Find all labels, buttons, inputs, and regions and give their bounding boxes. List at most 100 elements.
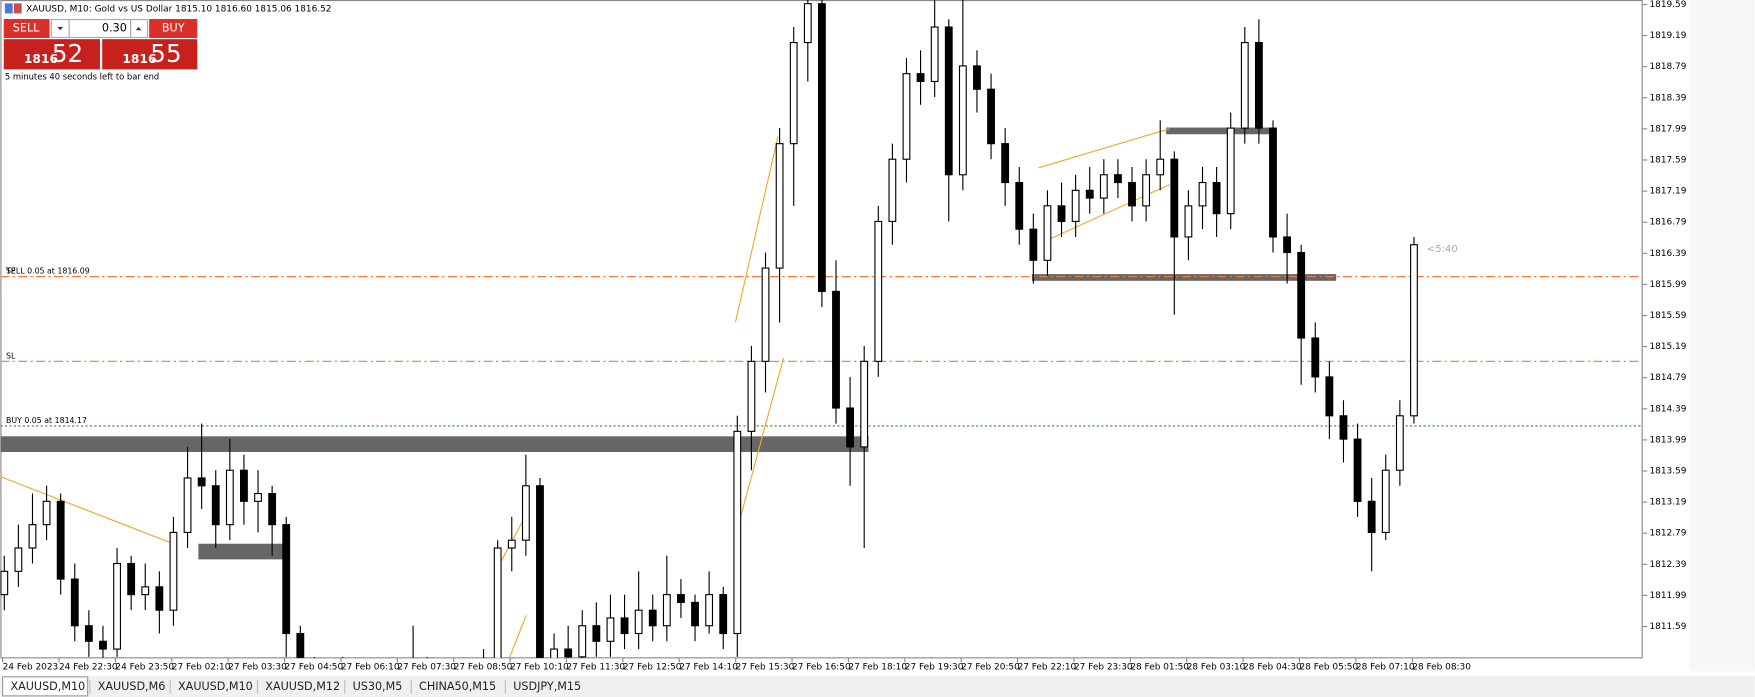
- candle-body: [141, 586, 150, 596]
- tab-label: XAUUSD,M6: [98, 680, 166, 693]
- candle-body: [14, 547, 23, 572]
- candle-body: [225, 469, 234, 526]
- x-tick-label: 27 Feb 23:30: [1074, 662, 1133, 672]
- tab[interactable]: [89, 676, 168, 696]
- x-tick-label: 27 Feb 06:10: [341, 662, 400, 672]
- y-tick-label: 1811.59: [1649, 622, 1686, 632]
- candle-body: [888, 158, 897, 222]
- candle-body: [268, 492, 277, 526]
- candle-body: [113, 562, 121, 650]
- candle-body: [691, 601, 699, 627]
- candle-body: [1283, 236, 1292, 254]
- x-tick-label: 27 Feb 18:10: [848, 662, 907, 672]
- x-tick-label: 27 Feb 08:50: [454, 662, 513, 672]
- candle-body: [1353, 438, 1362, 502]
- tab[interactable]: [505, 676, 591, 696]
- candle-body: [127, 562, 136, 596]
- candle-body: [1029, 228, 1038, 261]
- candle-body: [789, 42, 798, 145]
- sell-label: SELL: [13, 22, 40, 35]
- candle-body: [240, 469, 248, 502]
- order-label: TP: [5, 267, 16, 276]
- y-tick-label: 1818.39: [1649, 93, 1686, 103]
- buy-label: BUY: [162, 22, 185, 35]
- y-tick-label: 1812.79: [1649, 529, 1686, 539]
- tabs: XAUUSD,M10 XAUUSD,M6 XAUUSD,M10 XAUUSD,M12 U…: [2, 676, 591, 697]
- x-tick-label: 27 Feb 04:50: [285, 662, 344, 672]
- candle-body: [1212, 181, 1221, 215]
- candle-body: [930, 26, 939, 83]
- candle-body: [944, 26, 953, 176]
- tab-label: USDJPY,M15: [513, 680, 581, 693]
- x-tick-label: 27 Feb 15:30: [736, 662, 795, 672]
- candle-body: [902, 73, 911, 160]
- x-tick-label: 27 Feb 11:30: [566, 662, 625, 672]
- tab-label: US30,M5: [353, 680, 403, 693]
- chart-title: XAUUSD, M10: Gold vs US Dollar 1815.10 1…: [26, 4, 331, 14]
- tab[interactable]: [411, 676, 504, 696]
- candle-body: [677, 594, 685, 603]
- x-tick-label: 27 Feb 16:50: [792, 662, 851, 672]
- candle-body: [183, 477, 192, 533]
- icon: [4, 3, 13, 14]
- tab[interactable]: [344, 676, 409, 696]
- y-tick-label: 1815.19: [1649, 342, 1686, 352]
- candle-body: [1339, 415, 1348, 440]
- candle-body: [1184, 205, 1193, 238]
- sell-button[interactable]: [3, 19, 50, 39]
- order-label: SELL 0.05 at 1816.09: [6, 267, 90, 276]
- candle-body: [282, 524, 291, 635]
- x-tick-label: 28 Feb 03:10: [1187, 662, 1246, 672]
- tab[interactable]: [2, 676, 89, 697]
- candle-body: [1142, 174, 1151, 207]
- title-bar: XAUUSD, M10: Gold vs US Dollar 1815.10 1…: [4, 3, 332, 14]
- x-tick-label: 28 Feb 01:50: [1130, 662, 1189, 672]
- candle-body: [1395, 415, 1404, 471]
- candle-body: [719, 594, 728, 635]
- candle-body: [1114, 174, 1122, 184]
- buy-price-box[interactable]: [102, 39, 198, 70]
- candle-body: [1156, 158, 1165, 176]
- one-click-panel: SELL 0.30 BUY 1816 52 1816 55 5 minutes …: [3, 19, 198, 82]
- candle-body: [648, 609, 657, 627]
- sell-price-box[interactable]: [3, 39, 100, 70]
- y-tick-label: 1813.99: [1649, 435, 1686, 445]
- y-tick-label: 1818.79: [1649, 62, 1686, 72]
- candle-body: [536, 485, 544, 658]
- y-tick-label: 1815.99: [1649, 280, 1686, 290]
- candle-body: [1043, 205, 1052, 261]
- y-tick-label: 1816.39: [1649, 249, 1686, 259]
- candle-body: [662, 594, 671, 627]
- tab[interactable]: [257, 676, 343, 696]
- tab[interactable]: [170, 676, 256, 696]
- candle-body: [1325, 376, 1334, 417]
- buy-button[interactable]: [149, 19, 198, 39]
- buy-price-small: 55: [150, 39, 181, 68]
- volume-value: 0.30: [102, 22, 127, 35]
- y-tick-label: 1819.19: [1649, 31, 1686, 41]
- buy-price-big: 1816: [122, 52, 156, 66]
- x-tick-label: 27 Feb 12:50: [623, 662, 682, 672]
- y-tick-label: 1811.99: [1649, 591, 1686, 601]
- tab-label: XAUUSD,M12: [265, 680, 340, 693]
- y-tick-label: 1813.19: [1649, 498, 1686, 508]
- y-tick-label: 1812.39: [1649, 560, 1686, 570]
- candle-body: [1001, 143, 1010, 184]
- trendline: [1038, 128, 1170, 169]
- candle-body: [296, 632, 305, 658]
- y-tick-label: 1817.19: [1649, 187, 1686, 197]
- candle-body: [916, 73, 925, 83]
- candle-body: [817, 3, 826, 292]
- x-tick-label: 24 Feb 2023: [3, 662, 59, 672]
- candle-body: [592, 625, 601, 642]
- candle-body: [1240, 42, 1249, 129]
- x-tick-label: 27 Feb 07:30: [397, 662, 456, 672]
- candle-body: [578, 625, 587, 658]
- candle-body: [0, 570, 9, 596]
- y-tick-label: 1819.59: [1649, 0, 1686, 10]
- x-tick-label: 27 Feb 14:10: [679, 662, 738, 672]
- x-tick-label: 27 Feb 03:30: [228, 662, 287, 672]
- sell-price-small: 52: [52, 39, 83, 68]
- sell-price-big: 1816: [24, 52, 58, 66]
- zone: [1166, 127, 1273, 135]
